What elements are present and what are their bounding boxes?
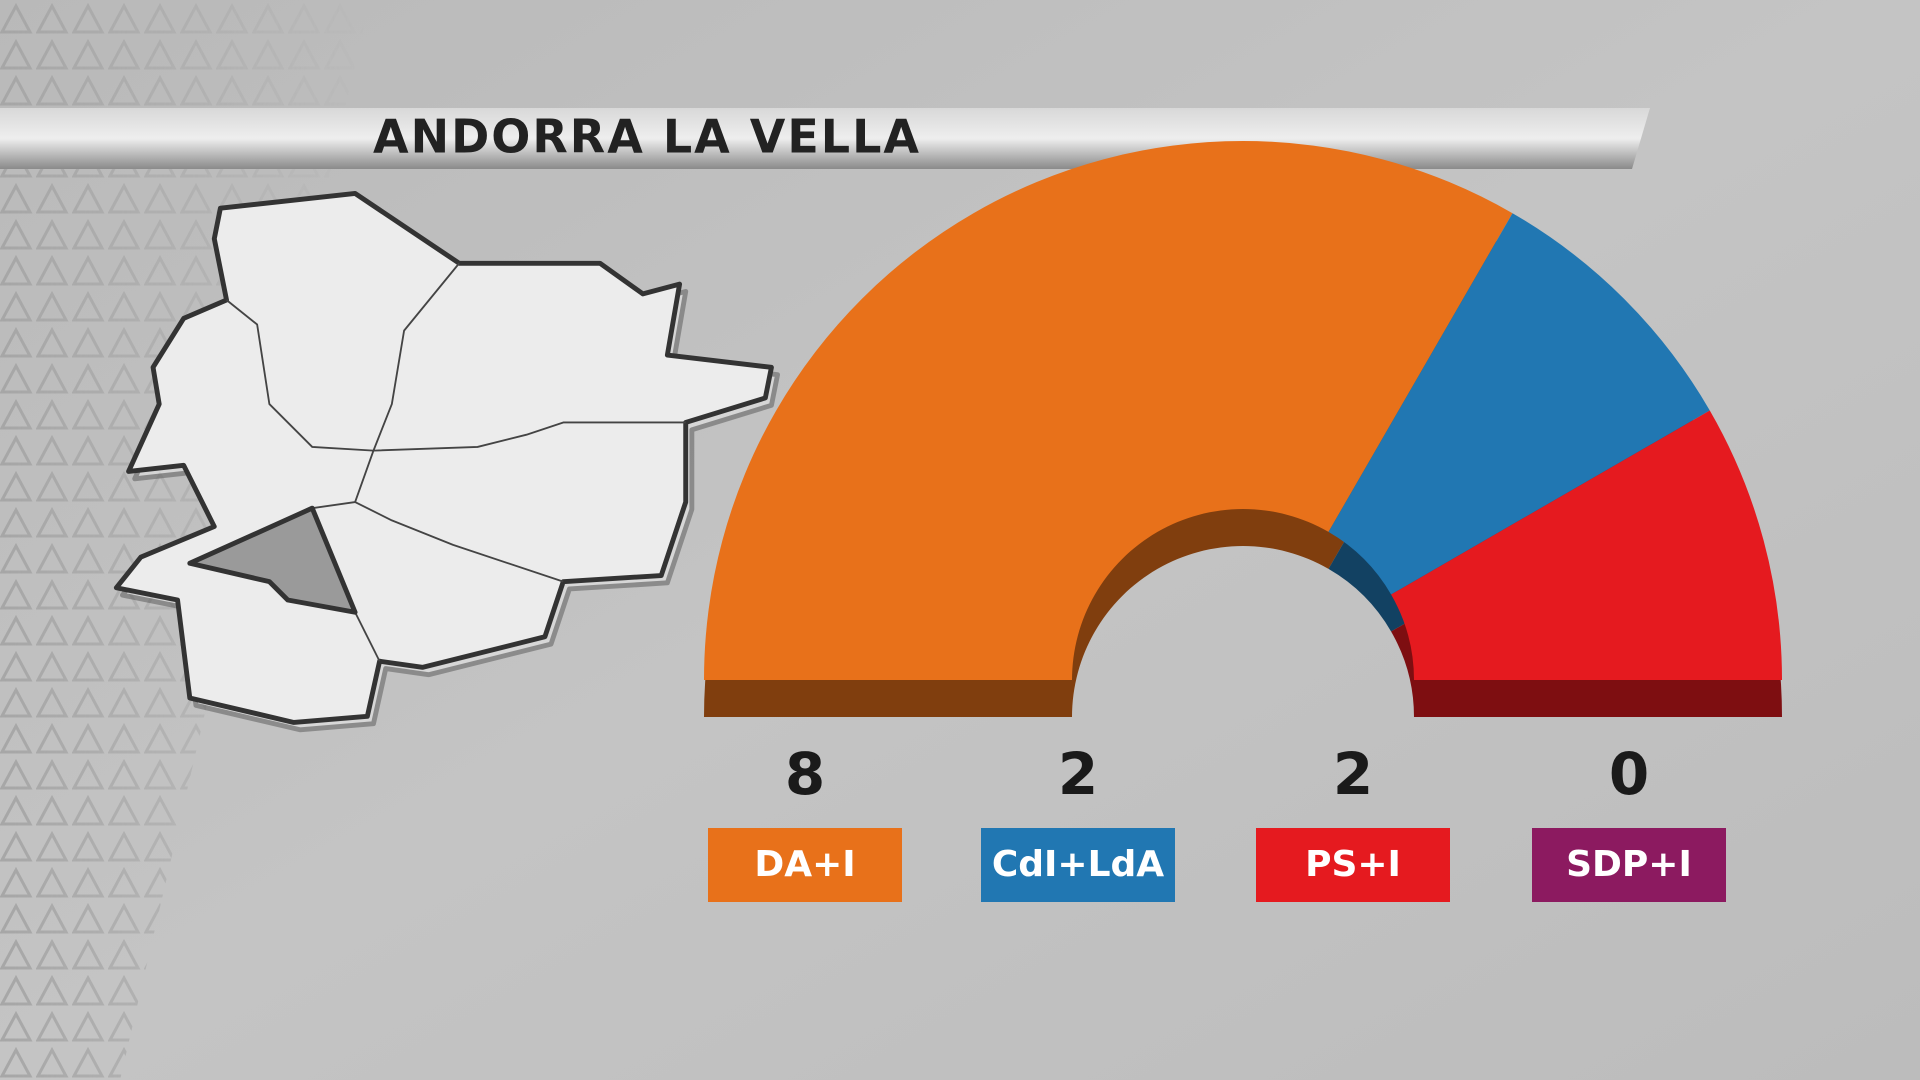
- legend-swatch: [708, 828, 902, 902]
- seat-count: 8: [785, 740, 825, 808]
- legend-swatch: [1256, 828, 1450, 902]
- legend-label: PS+I: [1305, 844, 1401, 885]
- legend-label: CdI+LdA: [992, 844, 1164, 885]
- legend-swatch: [981, 828, 1175, 902]
- map: [113, 191, 781, 733]
- wedge: [1391, 410, 1782, 680]
- legend-label: DA+I: [754, 844, 855, 885]
- legend-label: SDP+I: [1566, 844, 1692, 885]
- wedge: [704, 140, 1513, 681]
- chart-title: ANDORRA LA VELLA: [373, 110, 921, 164]
- seat-count: 2: [1058, 740, 1098, 808]
- seat-count: 0: [1609, 740, 1649, 808]
- legend-swatch: [1532, 828, 1726, 902]
- seat-count: 2: [1333, 740, 1373, 808]
- wedge: [1328, 213, 1710, 595]
